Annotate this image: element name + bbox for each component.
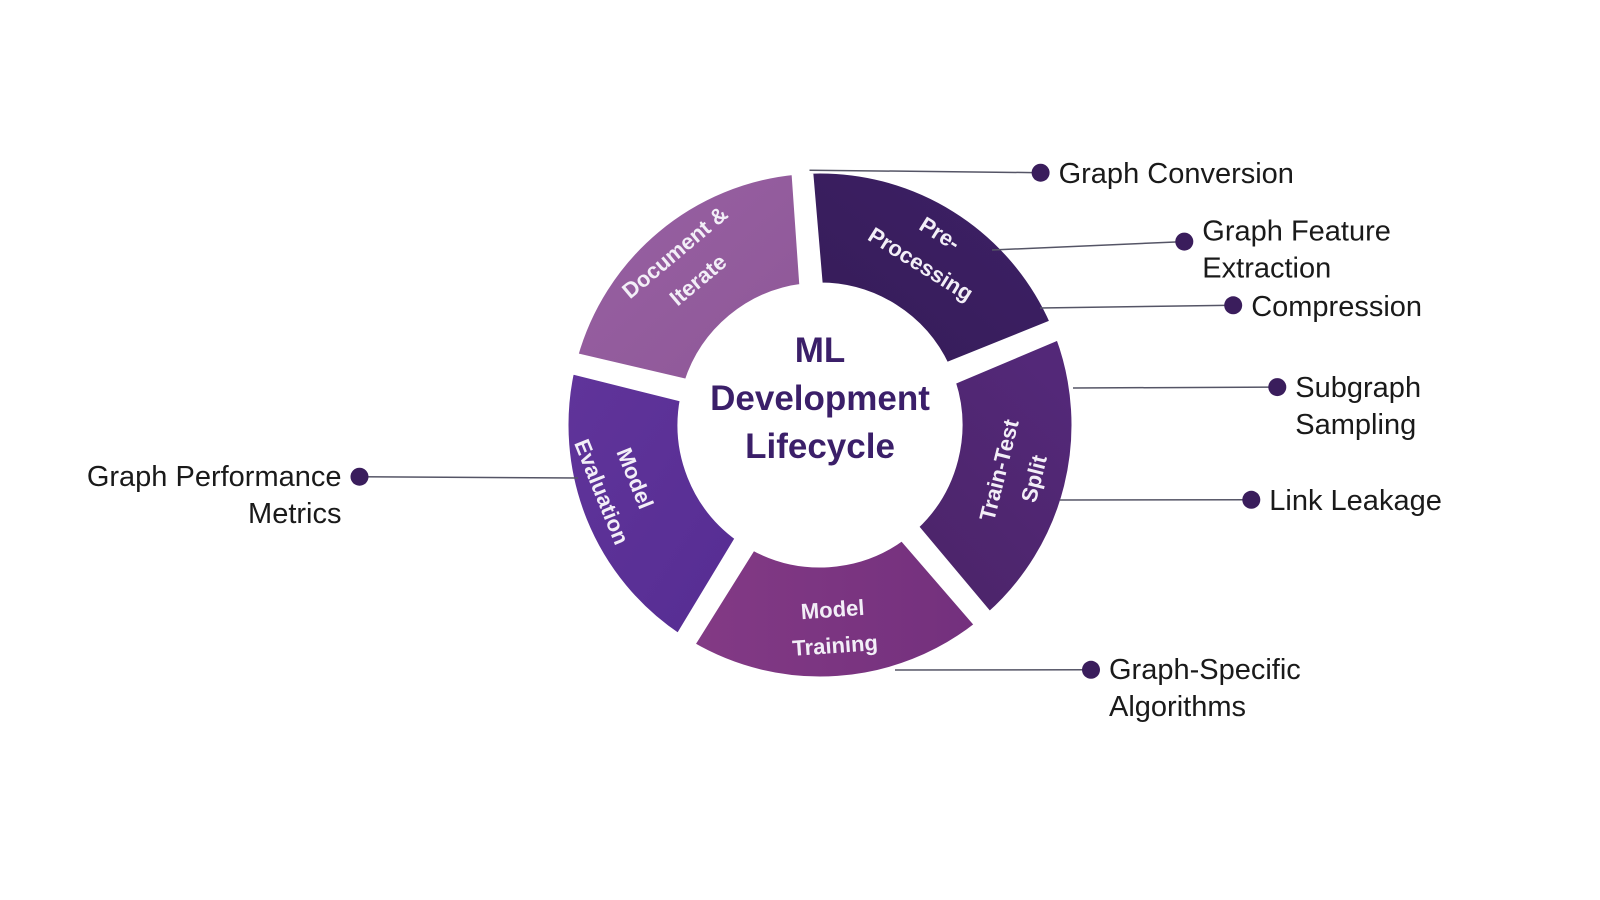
svg-text:Algorithms: Algorithms (1109, 691, 1246, 723)
svg-text:Compression: Compression (1251, 291, 1422, 323)
svg-text:Lifecycle: Lifecycle (745, 427, 895, 466)
svg-text:Metrics: Metrics (248, 498, 341, 530)
svg-text:Graph Feature: Graph Feature (1202, 216, 1391, 248)
svg-text:Graph Performance: Graph Performance (87, 461, 342, 493)
svg-text:Sampling: Sampling (1295, 409, 1416, 441)
svg-text:Subgraph: Subgraph (1295, 372, 1421, 404)
svg-text:Graph Conversion: Graph Conversion (1059, 158, 1294, 190)
svg-text:Extraction: Extraction (1202, 253, 1331, 285)
svg-text:Development: Development (710, 379, 930, 418)
svg-text:Link Leakage: Link Leakage (1269, 485, 1442, 517)
svg-text:Graph-Specific: Graph-Specific (1109, 654, 1301, 686)
svg-text:Model: Model (800, 595, 865, 624)
svg-text:ML: ML (795, 331, 846, 370)
